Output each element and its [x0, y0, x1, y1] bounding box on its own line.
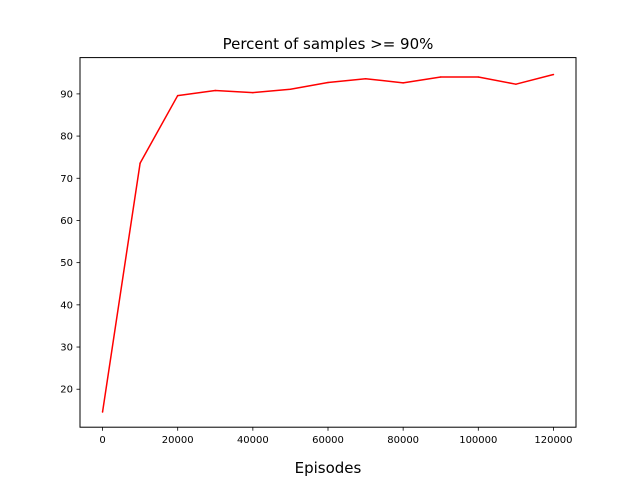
data-point	[289, 88, 292, 90]
y-tick-label: 40	[60, 300, 73, 311]
y-tick-label: 60	[60, 216, 73, 227]
data-point	[364, 77, 367, 80]
y-tick-label: 70	[60, 174, 73, 185]
chart-title: Percent of samples >= 90%	[223, 35, 434, 53]
series-layer	[101, 73, 555, 413]
data-point	[515, 83, 517, 85]
y-tick-label: 20	[60, 385, 73, 396]
data-point	[439, 76, 442, 78]
data-point	[552, 73, 555, 76]
ticks-layer: 0 20000 40000 60000 80000 100000 120000 20 30 40 5…	[60, 89, 572, 446]
x-tick-label: 40000	[237, 435, 269, 446]
x-tick-label: 120000	[534, 435, 572, 446]
y-tick-label: 80	[60, 132, 73, 143]
y-tick-label: 30	[60, 343, 73, 354]
x-axis-label: Episodes	[295, 459, 362, 477]
data-point	[327, 81, 329, 84]
y-tick-label: 50	[60, 258, 73, 269]
x-tick-label: 0	[99, 435, 105, 446]
x-tick-label: 100000	[459, 435, 497, 446]
data-point	[477, 76, 480, 78]
x-tick-label: 60000	[312, 435, 344, 446]
data-point	[214, 89, 217, 92]
x-tick-label: 20000	[162, 435, 194, 446]
y-tick-label: 90	[60, 89, 73, 100]
data-point	[139, 162, 141, 164]
data-point	[402, 82, 404, 84]
data-point	[252, 91, 254, 94]
plot-frame	[79, 57, 577, 428]
data-point	[176, 94, 179, 97]
x-tick-label: 80000	[387, 435, 419, 446]
data-point	[101, 411, 104, 413]
